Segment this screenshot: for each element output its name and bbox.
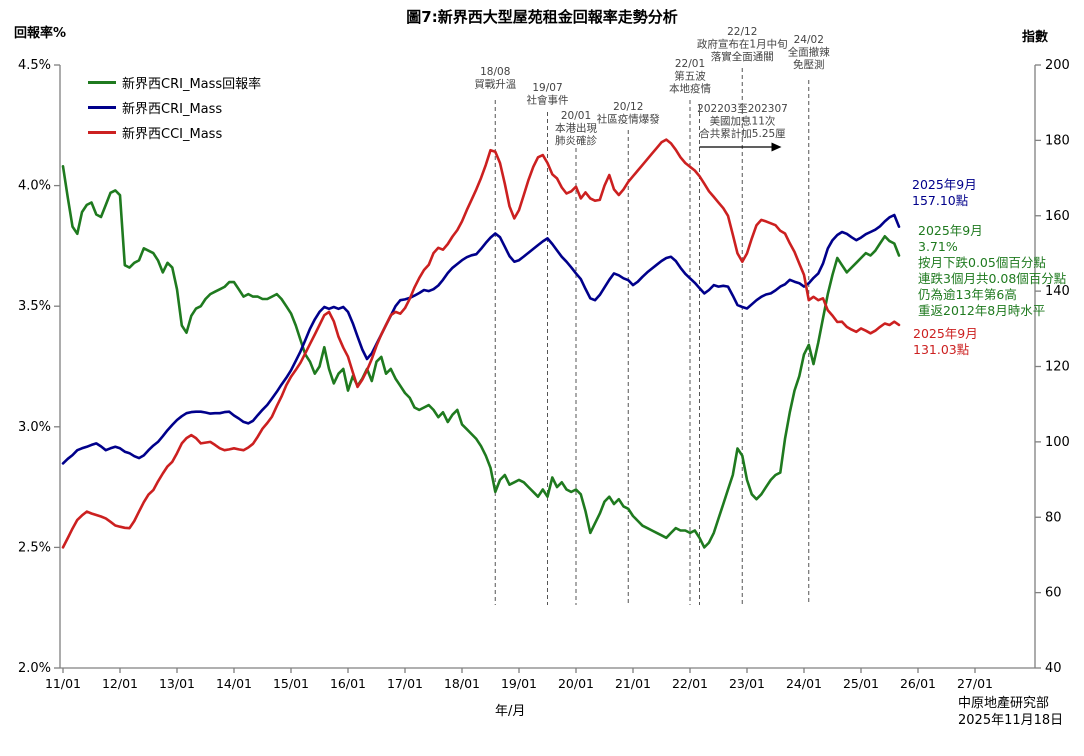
event-annotation-text: 社會事件 — [527, 94, 569, 107]
endpoint-label-cci: 2025年9月 — [913, 326, 978, 341]
legend-item-cci: 新界西CCI_Mass — [88, 120, 261, 145]
right-axis-tick-label: 80 — [1045, 510, 1062, 525]
event-annotation-text: 肺炎確診 — [555, 134, 597, 147]
endpoint-label-cri: 157.10點 — [912, 193, 968, 208]
endpoint-label-cri: 2025年9月 — [912, 177, 977, 192]
event-annotation-text: 22/12 — [727, 26, 757, 38]
legend: 新界西CRI_Mass回報率 新界西CRI_Mass 新界西CCI_Mass — [88, 70, 261, 145]
right-axis-tick-label: 40 — [1045, 661, 1062, 676]
x-axis-tick-label: 22/01 — [672, 676, 708, 691]
rate-hike-annotation-text: 美國加息11次 — [710, 115, 776, 128]
right-axis-tick-label: 100 — [1045, 435, 1070, 450]
x-axis-tick-label: 23/01 — [729, 676, 765, 691]
legend-item-yield: 新界西CRI_Mass回報率 — [88, 70, 261, 95]
event-annotation-text: 落實全面通關 — [711, 50, 774, 63]
event-annotation-text: 19/07 — [532, 82, 562, 94]
series-line-yield — [61, 165, 901, 549]
left-axis-tick-label: 3.0% — [18, 420, 51, 435]
rate-hike-annotation-text: 合共累計加5.25厘 — [699, 127, 786, 140]
x-axis-tick-label: 20/01 — [558, 676, 594, 691]
event-annotation-text: 24/02 — [794, 34, 824, 46]
rate-hike-arrow-head — [771, 142, 782, 152]
series-line-cri — [61, 213, 901, 465]
right-axis-tick-label: 160 — [1045, 209, 1070, 224]
x-axis-tick-label: 16/01 — [330, 676, 366, 691]
right-axis-tick-label: 60 — [1045, 586, 1062, 601]
source-date: 2025年11月18日 — [958, 713, 1064, 728]
chart-title: 圖7:新界西大型屋苑租金回報率走勢分析 — [406, 8, 678, 26]
blue-line-swatch — [88, 106, 116, 109]
x-axis-tick-label: 24/01 — [786, 676, 822, 691]
x-axis-tick-label: 13/01 — [159, 676, 195, 691]
source-org: 中原地產研究部 — [958, 696, 1050, 711]
event-annotation-text: 本地疫情 — [669, 82, 711, 95]
event-annotation-text: 20/01 — [561, 110, 591, 122]
event-annotation-text: 全面撤辣 — [788, 46, 830, 59]
left-axis-title: 回報率% — [14, 26, 67, 41]
green-line-swatch — [88, 81, 116, 84]
endpoint-label-yield: 2025年9月 — [918, 223, 983, 238]
right-axis-tick-label: 200 — [1045, 58, 1070, 73]
event-annotation-text: 貿戰升溫 — [474, 79, 516, 91]
endpoint-label-yield: 仍為逾13年第6高 — [918, 287, 1017, 302]
event-annotation-text: 社區疫情爆發 — [597, 113, 660, 126]
source-note: 中原地產研究部 2025年11月18日 — [958, 695, 1063, 729]
x-axis-tick-label: 19/01 — [501, 676, 537, 691]
endpoint-label-cci: 131.03點 — [913, 342, 969, 357]
x-axis-title: 年/月 — [495, 704, 526, 719]
endpoint-label-yield: 按月下跌0.05個百分點 — [918, 255, 1046, 270]
endpoint-label-yield: 3.71% — [918, 239, 958, 254]
x-axis-tick-label: 27/01 — [957, 676, 993, 691]
legend-label: 新界西CCI_Mass — [122, 127, 223, 142]
x-axis-tick-label: 26/01 — [900, 676, 936, 691]
x-axis-tick-label: 25/01 — [843, 676, 879, 691]
left-axis-tick-label: 4.0% — [18, 179, 51, 194]
right-axis-title: 指數 — [1022, 30, 1049, 45]
right-axis-tick-label: 140 — [1045, 284, 1070, 299]
legend-label: 新界西CRI_Mass — [122, 102, 223, 117]
x-axis-tick-label: 14/01 — [216, 676, 252, 691]
legend-item-cri: 新界西CRI_Mass — [88, 95, 261, 120]
series-line-cci — [61, 138, 901, 549]
event-annotation-text: 20/12 — [613, 101, 643, 113]
endpoint-label-yield: 連跌3個月共0.08個百分點 — [918, 271, 1066, 286]
red-line-swatch — [88, 131, 116, 134]
left-axis-tick-label: 2.5% — [18, 540, 51, 555]
x-axis-tick-label: 15/01 — [273, 676, 309, 691]
x-axis-tick-label: 21/01 — [615, 676, 651, 691]
rate-hike-annotation-text: 202203至202307 — [697, 103, 788, 115]
legend-label: 新界西CRI_Mass回報率 — [122, 77, 262, 92]
right-axis-tick-label: 120 — [1045, 360, 1070, 375]
event-annotation-text: 政府宣布在1月中旬 — [697, 38, 788, 51]
endpoint-label-yield: 重返2012年8月時水平 — [918, 303, 1045, 318]
left-axis-tick-label: 4.5% — [18, 58, 51, 73]
left-axis-tick-label: 2.0% — [18, 661, 51, 676]
event-annotation-text: 第五波 — [674, 70, 706, 83]
right-axis-tick-label: 180 — [1045, 133, 1070, 148]
event-annotation-text: 22/01 — [675, 58, 705, 70]
left-axis-tick-label: 3.5% — [18, 299, 51, 314]
x-axis-tick-label: 18/01 — [444, 676, 480, 691]
event-annotation-text: 本港出現 — [555, 122, 597, 135]
x-axis-tick-label: 12/01 — [102, 676, 138, 691]
x-axis-tick-label: 17/01 — [387, 676, 423, 691]
event-annotation-text: 18/08 — [480, 66, 510, 78]
event-annotation-text: 免壓測 — [793, 58, 825, 71]
x-axis-tick-label: 11/01 — [45, 676, 81, 691]
